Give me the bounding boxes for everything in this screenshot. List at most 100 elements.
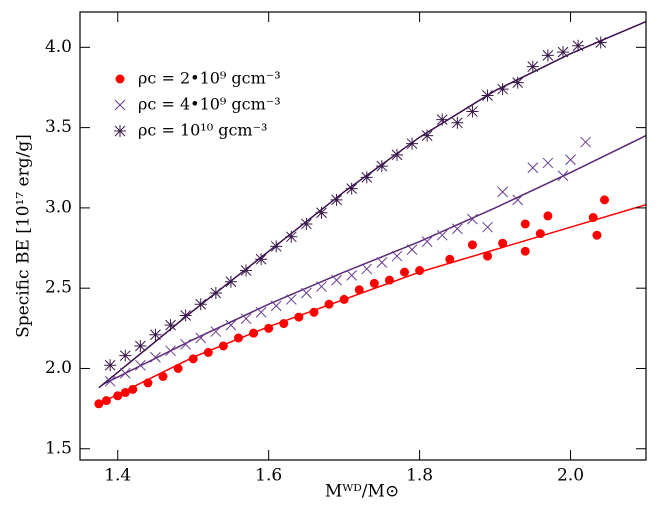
legend: ρc = 2•10⁹ gcm⁻³ ρc = 4•10⁹ gcm⁻³ ρc = 10¹…	[114, 69, 281, 140]
point	[535, 229, 545, 239]
point	[481, 89, 494, 102]
point	[149, 328, 162, 341]
point	[496, 83, 509, 96]
point	[520, 219, 530, 229]
point	[104, 359, 117, 372]
point	[143, 378, 153, 388]
point	[415, 266, 425, 276]
point	[400, 267, 410, 277]
point	[445, 254, 455, 264]
point	[511, 76, 524, 89]
x-tick-label: 1.6	[255, 466, 282, 486]
point	[360, 171, 373, 184]
point	[101, 396, 111, 406]
point	[225, 319, 237, 331]
point	[354, 285, 364, 295]
point	[134, 339, 147, 352]
point	[599, 195, 609, 205]
point	[406, 244, 418, 256]
point	[565, 154, 576, 166]
point	[592, 230, 602, 240]
point	[376, 257, 388, 268]
legend-marker	[114, 125, 126, 137]
point	[580, 136, 591, 148]
legend-marker	[114, 99, 126, 111]
y-tick-label: 3.5	[45, 117, 72, 137]
point	[195, 332, 207, 344]
point	[520, 246, 530, 256]
point	[541, 49, 554, 62]
point	[120, 388, 130, 398]
x-tick-label: 1.4	[104, 466, 131, 486]
point	[224, 275, 237, 288]
point	[270, 240, 283, 253]
point	[119, 367, 131, 379]
point	[218, 341, 228, 351]
point	[324, 299, 334, 309]
point	[316, 281, 327, 292]
point	[119, 349, 132, 362]
point	[451, 223, 463, 235]
point	[300, 217, 313, 230]
point	[249, 328, 259, 338]
legend-marker	[115, 74, 125, 84]
point	[497, 186, 508, 198]
point	[498, 238, 508, 248]
point	[294, 312, 304, 322]
x-tick-label: 2.0	[557, 466, 584, 486]
point	[104, 375, 116, 387]
point	[270, 300, 282, 312]
point	[194, 298, 207, 311]
plot-points	[94, 36, 609, 409]
point	[375, 160, 388, 173]
point	[588, 213, 598, 223]
point	[345, 182, 358, 195]
point	[527, 162, 539, 174]
legend-label: ρc = 4•10⁹ gcm⁻³	[138, 95, 281, 114]
point	[331, 274, 342, 286]
point	[482, 221, 493, 233]
point	[512, 194, 524, 206]
point	[233, 333, 243, 343]
point	[203, 347, 213, 357]
point	[315, 206, 328, 219]
point	[467, 213, 478, 225]
point	[179, 309, 192, 322]
point	[594, 36, 607, 49]
point	[556, 46, 569, 59]
point	[451, 116, 464, 129]
point	[406, 137, 419, 150]
point	[255, 306, 267, 318]
point	[526, 60, 539, 73]
point	[346, 269, 358, 281]
point	[240, 264, 253, 277]
point	[483, 251, 493, 261]
point	[421, 236, 433, 247]
point	[264, 323, 274, 333]
y-tick-label: 2.5	[45, 278, 72, 298]
point	[209, 287, 222, 300]
point	[339, 294, 349, 304]
y-tick-label: 3.0	[45, 197, 72, 217]
point	[240, 313, 252, 325]
legend-label: ρc = 10¹⁰ gcm⁻³	[138, 121, 267, 140]
point	[572, 39, 585, 52]
y-axis-label: Specific BE [10¹⁷ erg/g]	[14, 134, 34, 338]
point	[180, 339, 192, 350]
point	[543, 211, 553, 221]
point	[285, 230, 298, 243]
point	[384, 275, 394, 285]
point	[150, 351, 161, 363]
point	[436, 229, 448, 241]
x-axis-label: Mᵂᴰ/M⊙	[325, 482, 399, 502]
point	[164, 319, 177, 332]
point	[255, 253, 268, 266]
point	[128, 384, 138, 394]
point	[309, 307, 319, 317]
point	[165, 345, 176, 357]
point	[467, 240, 477, 250]
point	[557, 170, 569, 182]
point	[135, 359, 146, 371]
